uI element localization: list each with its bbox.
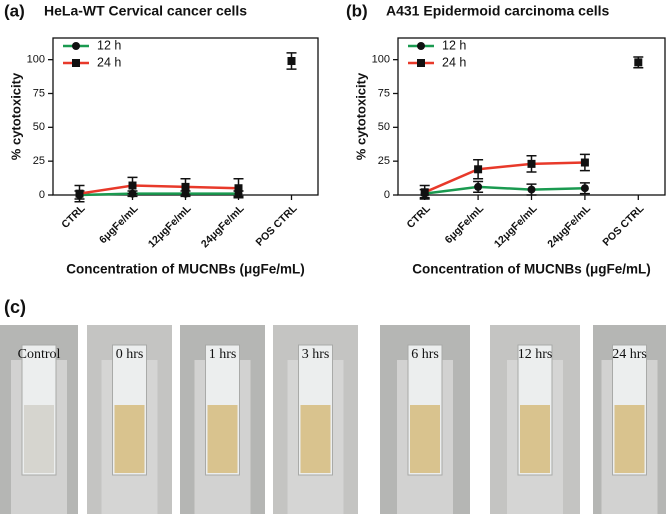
photo: 1 hrs — [180, 325, 265, 514]
data-point — [128, 181, 137, 190]
legend-label: 24 h — [442, 55, 466, 69]
y-tick-label: 50 — [33, 121, 45, 133]
data-point — [474, 182, 483, 191]
y-tick-label: 0 — [384, 189, 390, 201]
legend-label: 24 h — [97, 55, 121, 69]
panel-label: (b) — [346, 1, 368, 20]
liquid — [520, 405, 550, 473]
data-point — [580, 158, 589, 167]
y-axis-label: % cytotoxicity — [353, 72, 368, 160]
legend-marker — [417, 42, 425, 50]
control-point — [634, 58, 643, 67]
legend-marker — [417, 59, 425, 67]
data-point — [474, 165, 483, 174]
photo: 0 hrs — [87, 325, 172, 514]
data-point — [527, 185, 536, 194]
photo: 12 hrs — [490, 325, 580, 514]
photo: 24 hrs — [593, 325, 666, 514]
photo-caption: 24 hrs — [612, 347, 647, 362]
data-point — [181, 182, 190, 191]
photo-caption: 6 hrs — [411, 347, 439, 362]
y-tick-label: 0 — [39, 189, 45, 201]
y-axis-label: % cytotoxicity — [8, 72, 23, 160]
x-axis-label: Concentration of MUCNBs (μgFe/mL) — [66, 262, 305, 277]
y-tick-label: 50 — [378, 121, 390, 133]
legend-label: 12 h — [97, 38, 121, 52]
chart-title: HeLa-WT Cervical cancer cells — [44, 3, 247, 19]
liquid — [24, 405, 54, 473]
chart-title: A431 Epidermoid carcinoma cells — [386, 3, 610, 19]
liquid — [614, 405, 645, 473]
liquid — [300, 405, 331, 473]
y-tick-label: 25 — [378, 155, 390, 167]
x-axis-label: Concentration of MUCNBs (μgFe/mL) — [412, 262, 651, 277]
legend-label: 12 h — [442, 38, 466, 52]
series-line — [79, 184, 239, 195]
data-point — [527, 159, 536, 168]
y-tick-label: 75 — [378, 87, 390, 99]
photo-caption: 3 hrs — [302, 347, 330, 362]
liquid — [207, 405, 238, 473]
legend-marker — [72, 59, 80, 67]
y-tick-label: 100 — [372, 54, 390, 66]
photo-caption: 0 hrs — [116, 347, 144, 362]
photo: Control — [0, 325, 78, 514]
data-point — [75, 189, 84, 198]
series-line — [79, 192, 239, 197]
liquid — [114, 405, 145, 473]
series-line — [424, 161, 585, 194]
photo-caption: 12 hrs — [518, 347, 553, 362]
photo: 6 hrs — [380, 325, 470, 514]
control-point — [287, 57, 296, 66]
photo-caption: 1 hrs — [209, 347, 237, 362]
data-point — [420, 188, 429, 197]
liquid — [410, 405, 440, 473]
panel-label: (c) — [4, 297, 26, 317]
data-point — [234, 184, 243, 193]
photo: 3 hrs — [273, 325, 358, 514]
panel-label: (a) — [4, 1, 25, 20]
legend-marker — [72, 42, 80, 50]
series-line — [424, 185, 585, 195]
data-point — [580, 184, 589, 193]
photo-caption: Control — [18, 347, 61, 362]
y-tick-label: 75 — [33, 87, 45, 99]
y-tick-label: 25 — [33, 155, 45, 167]
y-tick-label: 100 — [27, 54, 45, 66]
